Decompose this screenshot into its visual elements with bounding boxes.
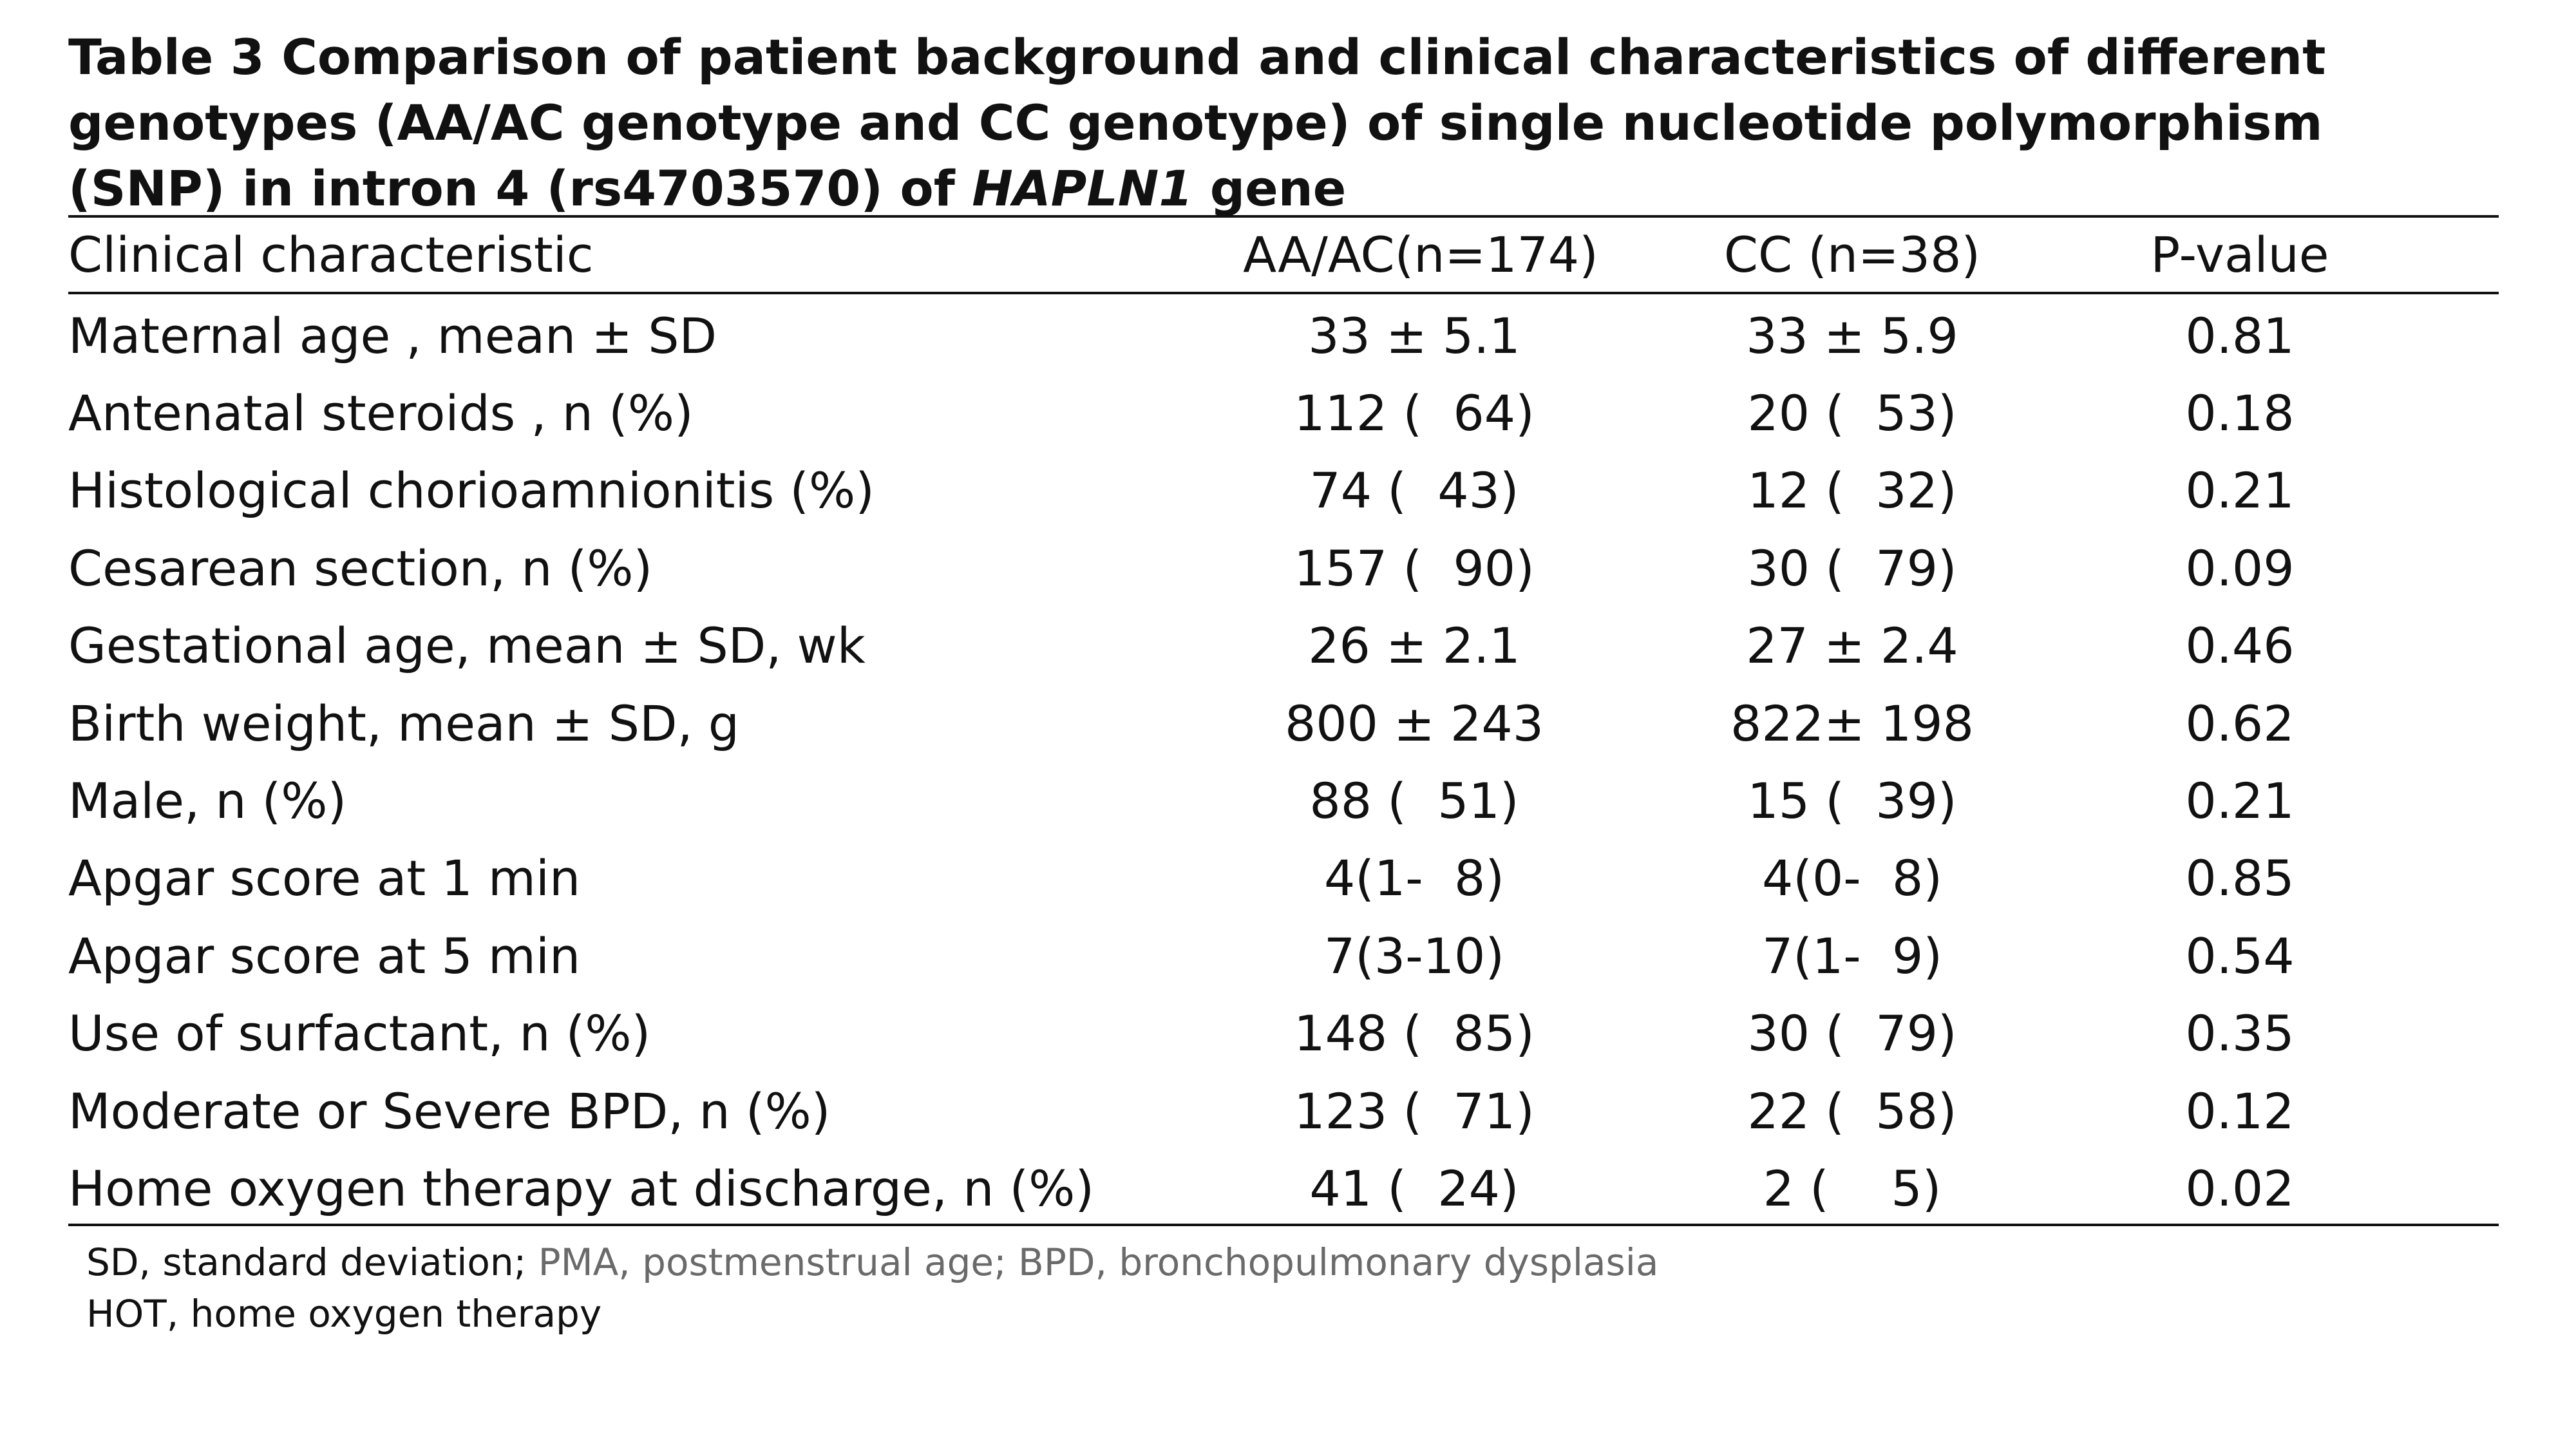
table-row: Use of surfactant, n (%) 148 ( 85) 30 ( …: [68, 995, 2499, 1072]
footnote-hot: HOT, home oxygen therapy: [86, 1292, 602, 1336]
cc-value: 12 ( 32): [1747, 462, 1957, 520]
table-row: Histological chorioamnionitis (%) 74 ( 4…: [68, 452, 2499, 529]
cc-value: 33 ± 5.9: [1746, 307, 1958, 365]
p-value: 0.21: [2185, 462, 2295, 520]
p-value: 0.85: [2185, 849, 2295, 907]
cc-value: 7(1- 9): [1761, 927, 1943, 985]
footnote-pma-bpd: PMA, postmenstrual age; BPD, bronchopulm…: [538, 1240, 1659, 1284]
table-row: Moderate or Severe BPD, n (%) 123 ( 71) …: [68, 1072, 2499, 1150]
cc-value: 4(0- 8): [1761, 849, 1943, 907]
aa-ac-value: 88 ( 51): [1309, 772, 1519, 830]
table-row: Birth weight, mean ± SD, g 800 ± 243 822…: [68, 685, 2499, 762]
p-value: 0.12: [2185, 1082, 2295, 1140]
footnote-abbreviations: SD, standard deviation; PMA, postmenstru…: [86, 1236, 1658, 1288]
table-top-rule: [68, 215, 2499, 218]
cc-value: 30 ( 79): [1747, 539, 1957, 597]
p-value: 0.02: [2185, 1159, 2295, 1217]
cc-value: 27 ± 2.4: [1746, 617, 1958, 675]
row-label: Apgar score at 1 min: [68, 849, 581, 907]
aa-ac-value: 800 ± 243: [1284, 694, 1544, 752]
aa-ac-value: 112 ( 64): [1294, 384, 1535, 442]
table-body: Maternal age , mean ± SD 33 ± 5.1 33 ± 5…: [68, 292, 2499, 1227]
footnote-sd: SD, standard deviation;: [86, 1240, 538, 1284]
aa-ac-value: 33 ± 5.1: [1308, 307, 1520, 365]
p-value: 0.81: [2185, 307, 2295, 365]
table-title-suffix: gene: [1193, 160, 1347, 217]
row-label: Histological chorioamnionitis (%): [68, 462, 875, 520]
cc-value: 2 ( 5): [1763, 1159, 1942, 1217]
cc-value: 822± 198: [1730, 694, 1974, 752]
aa-ac-value: 74 ( 43): [1309, 462, 1519, 520]
aa-ac-value: 26 ± 2.1: [1308, 617, 1520, 675]
p-value: 0.35: [2185, 1005, 2295, 1063]
column-header-p-value: P-value: [2150, 226, 2329, 283]
p-value: 0.46: [2185, 617, 2295, 675]
table-row: Gestational age, mean ± SD, wk 26 ± 2.1 …: [68, 607, 2499, 685]
table-header-row: Clinical characteristic AA/AC(n=174) CC …: [68, 218, 2499, 292]
aa-ac-value: 4(1- 8): [1323, 849, 1505, 907]
cc-value: 30 ( 79): [1747, 1005, 1957, 1063]
p-value: 0.54: [2185, 927, 2295, 985]
aa-ac-value: 148 ( 85): [1294, 1005, 1535, 1063]
cc-value: 20 ( 53): [1747, 384, 1957, 442]
table-row: Antenatal steroids , n (%) 112 ( 64) 20 …: [68, 374, 2499, 451]
aa-ac-value: 157 ( 90): [1294, 539, 1535, 597]
table-row: Maternal age , mean ± SD 33 ± 5.1 33 ± 5…: [68, 292, 2499, 374]
table-bottom-rule: [68, 1224, 2499, 1226]
row-label: Home oxygen therapy at discharge, n (%): [68, 1159, 1095, 1217]
row-label: Gestational age, mean ± SD, wk: [68, 617, 866, 675]
aa-ac-value: 7(3-10): [1323, 927, 1505, 985]
column-header-aa-ac: AA/AC(n=174): [1243, 226, 1598, 283]
characteristics-table: Clinical characteristic AA/AC(n=174) CC …: [68, 218, 2499, 1227]
table-row: Home oxygen therapy at discharge, n (%) …: [68, 1150, 2499, 1227]
row-label: Use of surfactant, n (%): [68, 1005, 651, 1063]
aa-ac-value: 41 ( 24): [1309, 1159, 1519, 1217]
table-header-rule: [68, 292, 2499, 294]
p-value: 0.62: [2185, 694, 2295, 752]
p-value: 0.21: [2185, 772, 2295, 830]
table-row: Apgar score at 5 min 7(3-10) 7(1- 9) 0.5…: [68, 917, 2499, 994]
table-title: Table 3 Comparison of patient background…: [68, 24, 2387, 222]
row-label: Moderate or Severe BPD, n (%): [68, 1082, 831, 1140]
p-value: 0.09: [2185, 539, 2295, 597]
row-label: Maternal age , mean ± SD: [68, 307, 717, 365]
table-title-text: Table 3 Comparison of patient background…: [68, 28, 2326, 217]
column-header-cc: CC (n=38): [1723, 226, 1981, 283]
gene-name: HAPLN1: [972, 160, 1193, 217]
column-header-characteristic: Clinical characteristic: [68, 226, 594, 283]
cc-value: 15 ( 39): [1747, 772, 1957, 830]
table-row: Cesarean section, n (%) 157 ( 90) 30 ( 7…: [68, 529, 2499, 607]
row-label: Antenatal steroids , n (%): [68, 384, 694, 442]
row-label: Apgar score at 5 min: [68, 927, 581, 985]
cc-value: 22 ( 58): [1747, 1082, 1957, 1140]
row-label: Birth weight, mean ± SD, g: [68, 694, 740, 752]
row-label: Male, n (%): [68, 772, 347, 830]
row-label: Cesarean section, n (%): [68, 539, 653, 597]
p-value: 0.18: [2185, 384, 2295, 442]
table-row: Male, n (%) 88 ( 51) 15 ( 39) 0.21: [68, 762, 2499, 839]
table-row: Apgar score at 1 min 4(1- 8) 4(0- 8) 0.8…: [68, 840, 2499, 917]
aa-ac-value: 123 ( 71): [1294, 1082, 1535, 1140]
